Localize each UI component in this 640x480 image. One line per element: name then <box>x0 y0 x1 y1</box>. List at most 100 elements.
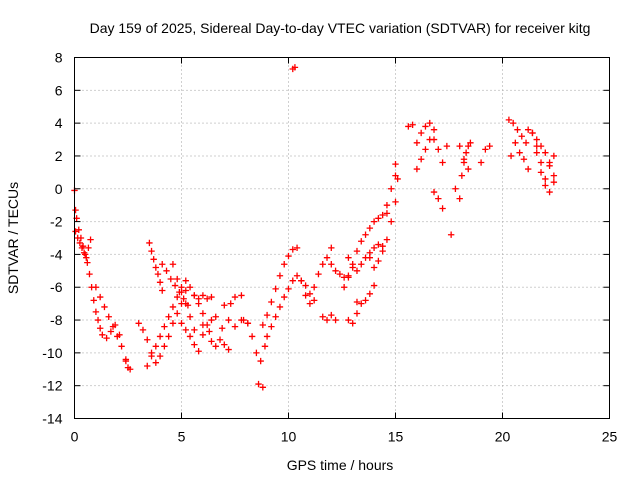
data-point <box>281 261 288 268</box>
data-point <box>238 292 245 299</box>
data-point <box>231 293 239 301</box>
data-point <box>174 310 181 317</box>
data-point <box>323 254 331 261</box>
data-point <box>550 172 558 179</box>
data-point <box>405 123 412 130</box>
data-point <box>281 293 288 301</box>
data-point <box>195 348 202 355</box>
data-point <box>167 275 174 283</box>
data-point <box>310 284 318 291</box>
series-AH <box>430 188 446 212</box>
data-point <box>208 338 215 345</box>
data-point <box>152 264 160 271</box>
data-point <box>96 293 104 301</box>
data-point <box>94 316 102 324</box>
series-AD <box>392 160 401 183</box>
x-tick-label: 15 <box>388 429 404 445</box>
data-point <box>383 236 391 243</box>
y-tick-label: -8 <box>50 312 63 328</box>
data-point <box>195 295 202 302</box>
data-point <box>537 159 545 166</box>
data-point <box>392 160 399 168</box>
data-point <box>261 343 269 350</box>
data-point <box>458 172 466 179</box>
data-point <box>225 346 232 353</box>
data-point <box>482 146 489 153</box>
data-point <box>306 290 314 297</box>
data-point <box>186 313 194 320</box>
data-point <box>310 297 318 304</box>
y-tick-label: 0 <box>55 181 63 197</box>
data-point <box>231 323 239 330</box>
data-point <box>542 175 549 183</box>
data-point <box>486 142 493 150</box>
data-points <box>71 64 558 391</box>
data-point <box>345 274 352 281</box>
x-tick-label: 0 <box>71 429 79 445</box>
series-P <box>255 380 267 391</box>
data-point <box>293 244 301 252</box>
data-point <box>323 316 331 324</box>
data-point <box>417 129 425 137</box>
data-point <box>413 139 421 147</box>
data-point <box>240 316 247 324</box>
data-point <box>191 292 198 299</box>
series-V <box>319 311 339 324</box>
data-point <box>74 234 81 242</box>
series-Y <box>345 241 386 275</box>
data-point <box>353 267 361 275</box>
y-tick-label: 8 <box>55 50 63 66</box>
data-point <box>456 195 463 202</box>
data-point <box>186 284 194 291</box>
data-point <box>537 169 545 176</box>
data-point <box>537 142 545 150</box>
data-point <box>520 156 528 163</box>
data-point <box>263 333 271 340</box>
data-point <box>83 254 90 261</box>
data-point <box>171 282 179 289</box>
data-point <box>435 195 442 202</box>
data-point <box>465 142 472 150</box>
data-point <box>510 119 517 127</box>
data-point <box>156 279 164 286</box>
data-point <box>191 326 198 334</box>
data-point <box>456 142 463 150</box>
data-point <box>169 303 177 311</box>
data-point <box>430 188 438 196</box>
data-point <box>154 270 162 278</box>
data-point <box>349 264 356 271</box>
data-point <box>109 323 117 330</box>
data-point <box>370 282 378 289</box>
data-point <box>340 284 348 291</box>
data-point <box>268 298 275 306</box>
data-point <box>529 129 536 137</box>
data-point <box>182 287 189 294</box>
data-point <box>80 249 88 256</box>
x-tick-label: 10 <box>281 429 297 445</box>
data-point <box>156 352 164 360</box>
data-point <box>306 300 314 307</box>
series-D <box>122 357 134 373</box>
y-tick-label: -4 <box>50 246 63 262</box>
series-AC <box>383 172 399 209</box>
data-point <box>174 275 181 283</box>
data-point <box>152 359 160 366</box>
data-point <box>430 126 438 133</box>
data-point <box>447 231 455 238</box>
data-point <box>328 311 335 319</box>
data-point <box>362 231 369 238</box>
data-point <box>533 136 540 143</box>
series-Q <box>259 244 301 329</box>
data-point <box>291 64 299 71</box>
series-AO <box>524 126 558 166</box>
data-point <box>422 123 429 130</box>
data-point <box>336 270 344 278</box>
series-G <box>146 239 166 294</box>
data-point <box>169 320 177 327</box>
data-point <box>514 126 521 133</box>
data-point <box>212 343 219 350</box>
data-point <box>394 175 401 183</box>
data-point <box>244 320 252 327</box>
series-E <box>135 287 189 366</box>
